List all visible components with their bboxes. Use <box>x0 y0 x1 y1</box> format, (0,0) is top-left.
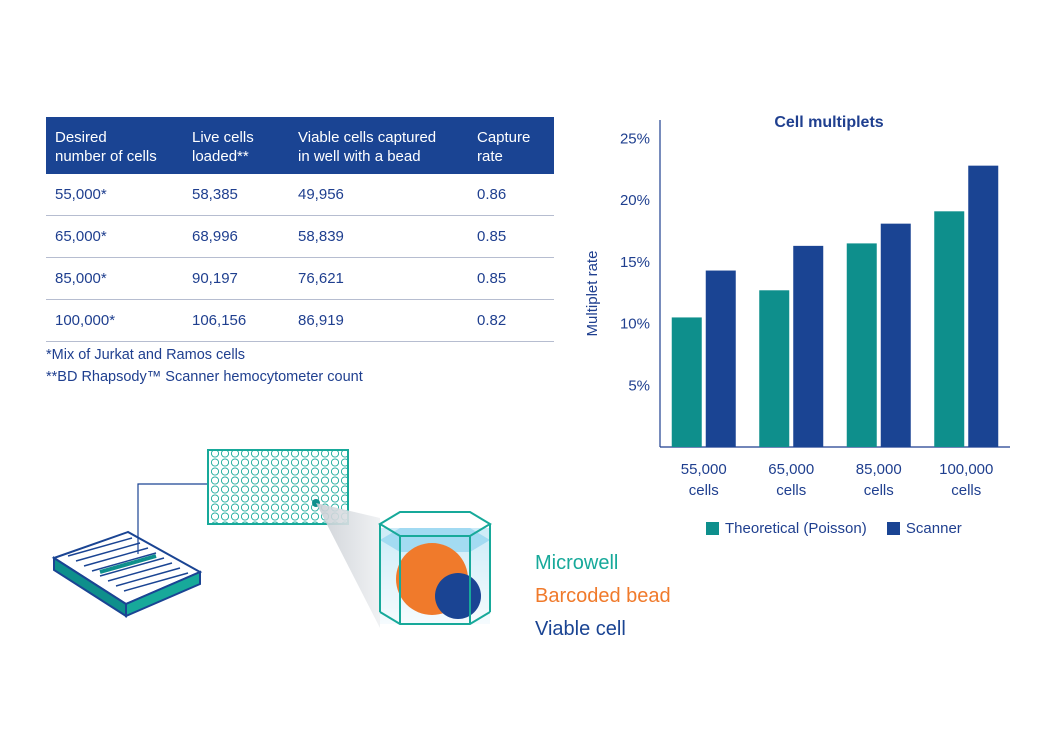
chart-legend: Theoretical (Poisson) Scanner <box>706 520 978 539</box>
bar-theoretical <box>846 243 877 447</box>
table-row: 85,000* 90,197 76,621 0.85 <box>46 258 554 300</box>
header-capture-rate: Capture rate <box>477 128 547 166</box>
legend-label: Theoretical (Poisson) <box>725 520 867 537</box>
cell-rate: 0.85 <box>477 270 507 287</box>
cell-rate: 0.85 <box>477 228 507 245</box>
header-line: in well with a bead <box>298 148 421 165</box>
x-tick-label: cells <box>951 482 981 499</box>
y-axis-label: Multiplet rate <box>584 251 601 337</box>
footnote-cell-mix: *Mix of Jurkat and Ramos cells <box>46 347 246 363</box>
header-viable-cells: Viable cells captured in well with a bea… <box>298 128 468 166</box>
bar-theoretical <box>934 211 965 447</box>
cell-desired: 85,000* <box>55 270 107 287</box>
header-line: number of cells <box>55 148 157 165</box>
bar-scanner <box>705 270 736 447</box>
label-barcoded-bead: Barcoded bead <box>535 585 671 607</box>
legend-item-scanner: Scanner <box>886 520 962 537</box>
single-well-icon <box>378 511 492 625</box>
footnote-scanner: **BD Rhapsody™ Scanner hemocytometer cou… <box>46 369 363 385</box>
header-line: Capture <box>477 129 531 146</box>
multiplet-chart: Cell multiplets Multiplet rate 5% 10% 15% 20%… <box>570 100 1040 550</box>
cell-desired: 55,000* <box>55 186 107 203</box>
x-tick-label: cells <box>864 482 894 499</box>
y-tick-label: 20% <box>620 192 650 209</box>
x-tick-label: 100,000 <box>939 461 993 478</box>
header-line: Live cells <box>192 129 254 146</box>
table-footnotes: *Mix of Jurkat and Ramos cells **BD Rhap… <box>46 344 363 388</box>
cell-viable: 58,839 <box>298 228 344 245</box>
bar-scanner <box>968 165 999 447</box>
chart-title: Cell multiplets <box>774 114 883 131</box>
legend-label: Scanner <box>905 520 962 537</box>
header-line: Desired <box>55 129 107 146</box>
zoom-beam <box>316 503 380 628</box>
cell-desired: 100,000* <box>55 312 116 329</box>
y-tick-label: 15% <box>620 254 650 271</box>
cell-live: 58,385 <box>192 186 238 203</box>
viable-cell-icon <box>435 573 481 619</box>
cell-live: 106,156 <box>192 312 247 329</box>
x-tick-label: 65,000 <box>768 461 814 478</box>
cell-rate: 0.82 <box>477 312 507 329</box>
illustration-legend: Microwell Barcoded bead Viable cell <box>535 547 671 646</box>
x-tick-label: cells <box>689 482 719 499</box>
legend-item-theoretical: Theoretical (Poisson) <box>706 520 867 537</box>
table-row: 55,000* 58,385 49,956 0.86 <box>46 174 554 216</box>
header-live-cells: Live cells loaded** <box>192 128 292 166</box>
legend-swatch-scanner <box>886 522 900 535</box>
table-row: 100,000* 106,156 86,919 0.82 <box>46 300 554 342</box>
cell-live: 90,197 <box>192 270 238 287</box>
cartridge-icon <box>51 530 203 618</box>
header-line: Viable cells captured <box>298 129 437 146</box>
y-tick-label: 10% <box>620 316 650 333</box>
header-line: rate <box>477 148 503 165</box>
header-desired-cells: Desired number of cells <box>55 128 185 166</box>
label-microwell: Microwell <box>535 552 619 574</box>
table-header: Desired number of cells Live cells loade… <box>46 117 554 174</box>
cartridge-diagram <box>51 449 492 628</box>
bar-theoretical <box>759 290 790 447</box>
legend-swatch-theoretical <box>706 522 719 535</box>
connector-line <box>137 483 208 554</box>
cell-live: 68,996 <box>192 228 238 245</box>
cell-rate: 0.86 <box>477 186 507 203</box>
x-tick-label: cells <box>776 482 806 499</box>
microwell-illustration <box>40 440 520 640</box>
bar-theoretical <box>671 317 702 447</box>
cell-viable: 76,621 <box>298 270 344 287</box>
header-line: loaded** <box>192 148 249 165</box>
cell-desired: 65,000* <box>55 228 107 245</box>
cell-viable: 86,919 <box>298 312 344 329</box>
x-tick-label: 55,000 <box>681 461 727 478</box>
y-tick-label: 5% <box>628 377 650 394</box>
x-tick-label: 85,000 <box>856 461 902 478</box>
y-tick-label: 25% <box>620 131 650 148</box>
bar-scanner <box>793 245 824 447</box>
label-viable-cell: Viable cell <box>535 618 626 640</box>
chart-canvas: Cell multiplets Multiplet rate 5% 10% 15% 20%… <box>584 114 1010 499</box>
capture-rate-table: Desired number of cells Live cells loade… <box>46 117 554 342</box>
table-row: 65,000* 68,996 58,839 0.85 <box>46 216 554 258</box>
bar-scanner <box>880 223 911 447</box>
cell-viable: 49,956 <box>298 186 344 203</box>
